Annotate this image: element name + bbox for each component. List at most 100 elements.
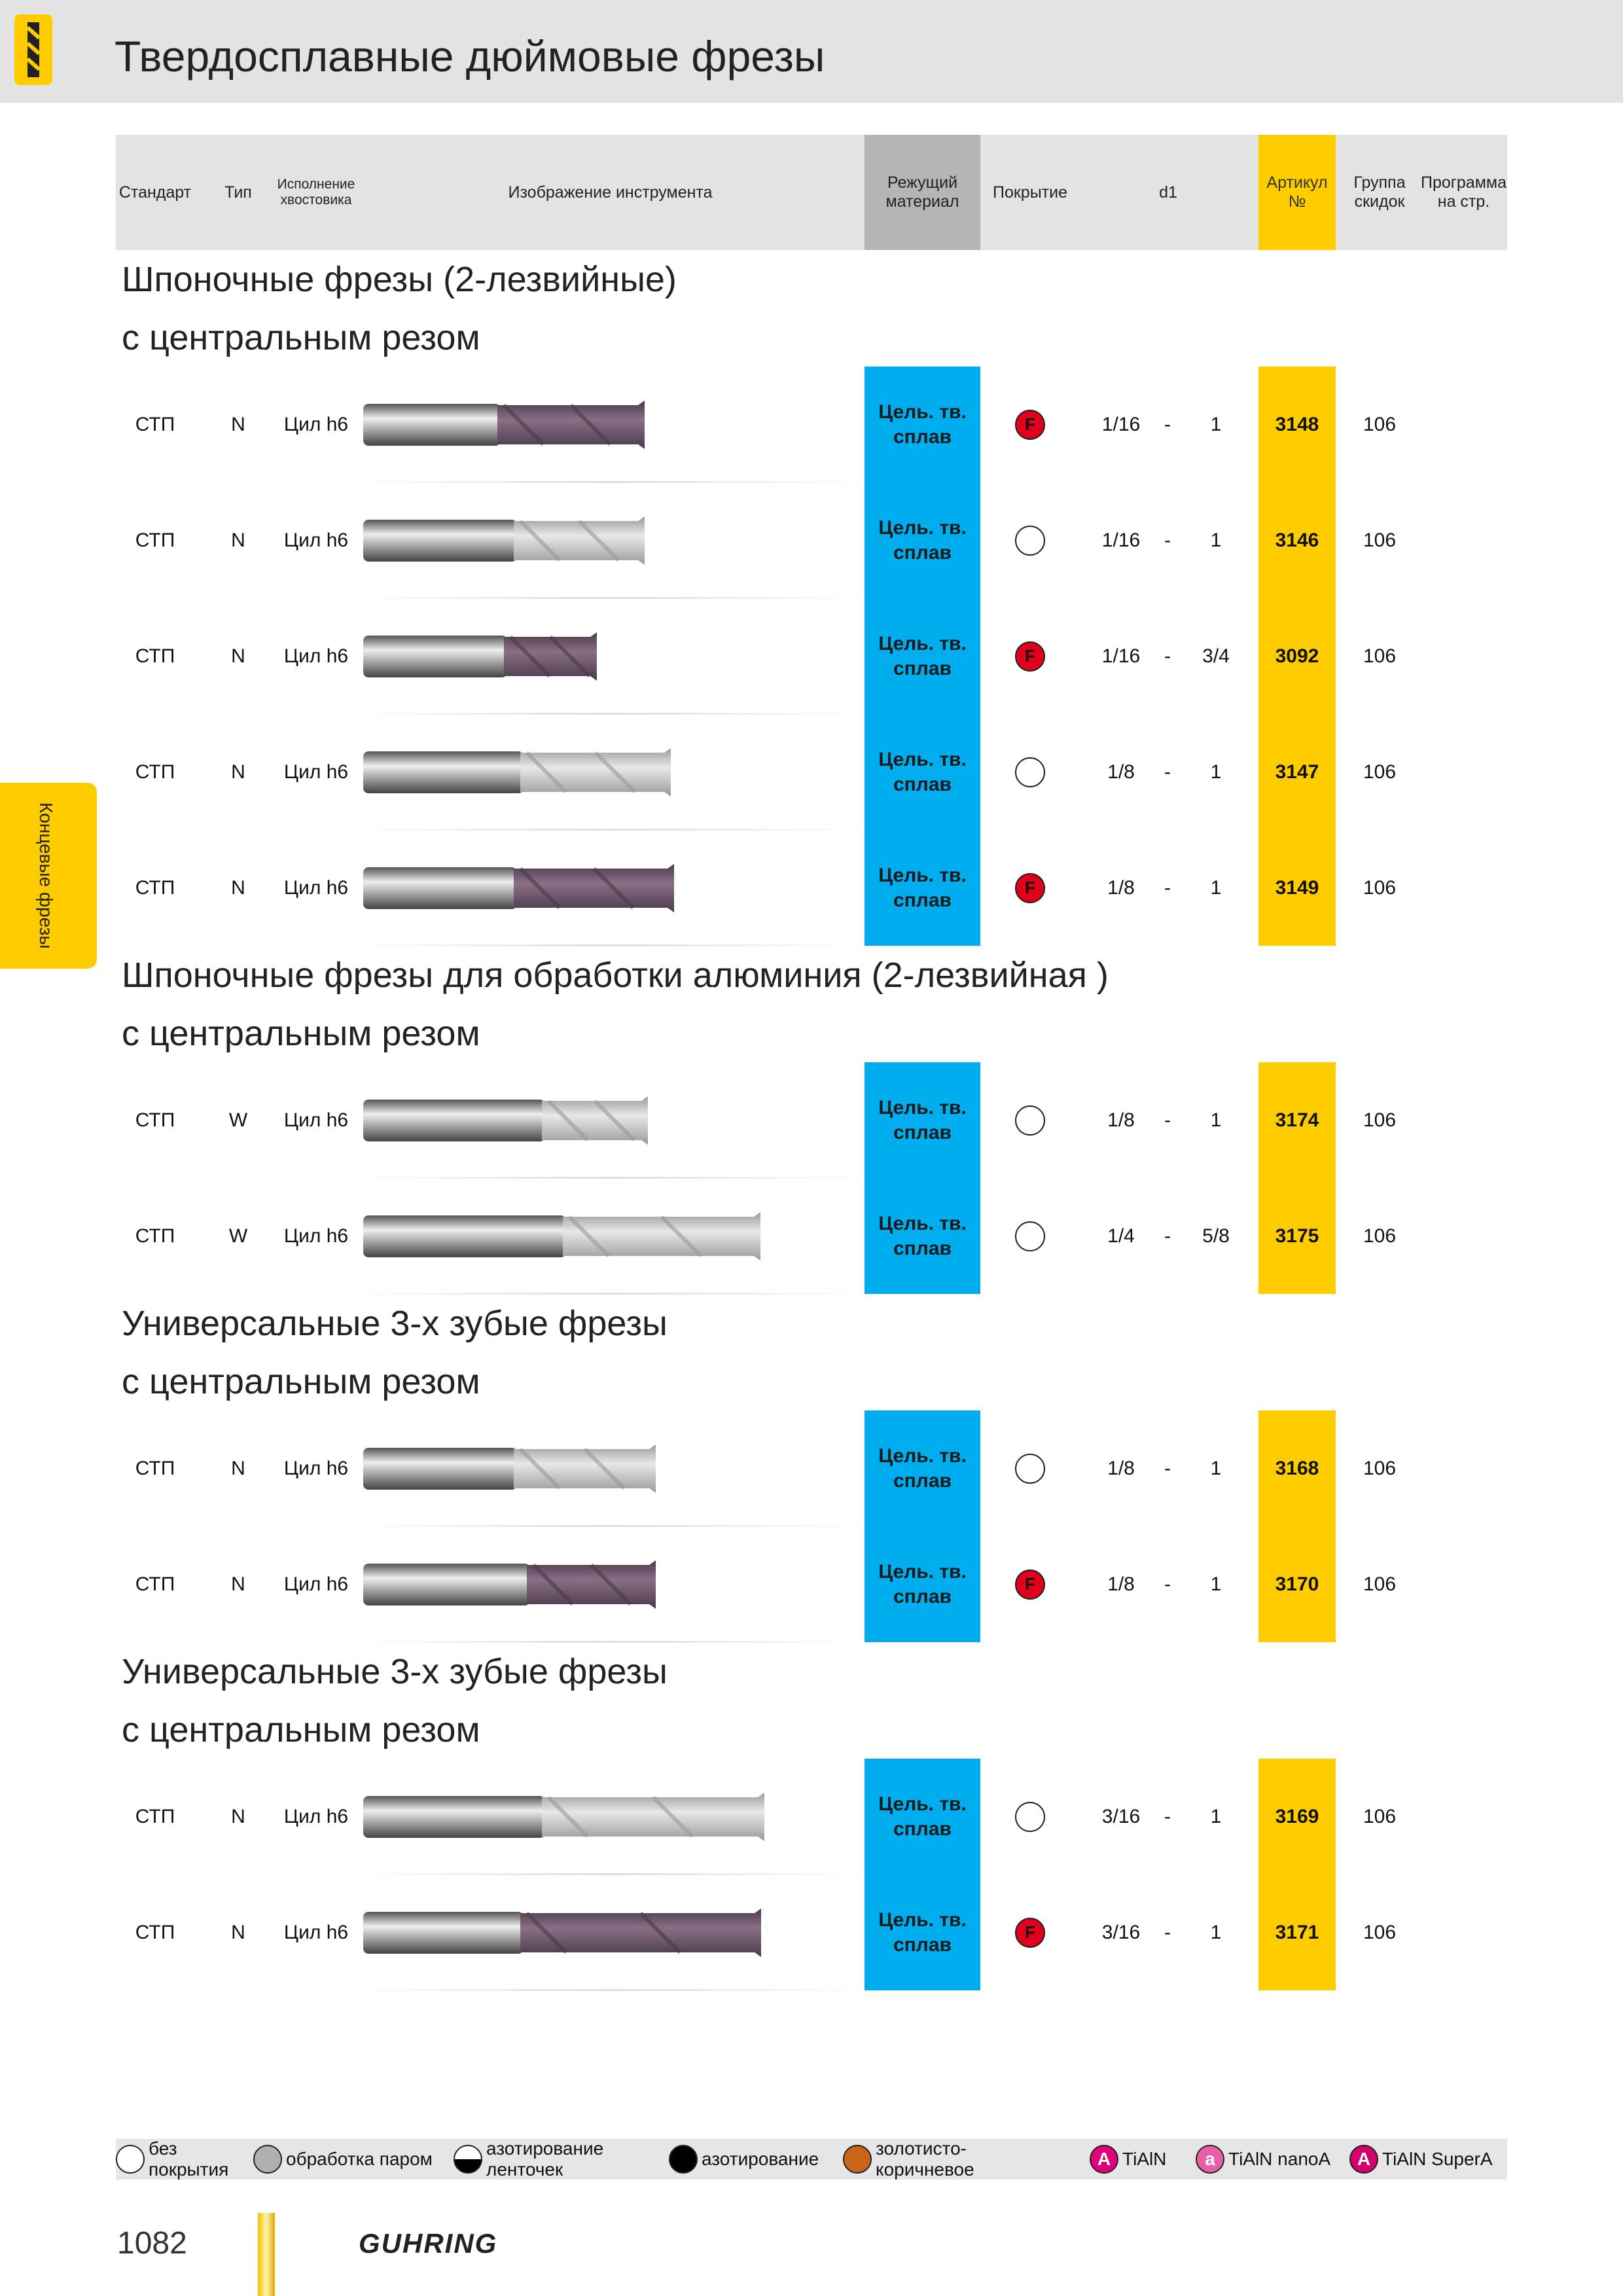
tool-image	[363, 1792, 764, 1841]
legend-icon: a	[1196, 2145, 1224, 2174]
legend-label: TiAlN nanoA	[1228, 2149, 1331, 2169]
section-title: Шпоночные фрезы (2-лезвийные)	[122, 259, 677, 299]
tool-image	[363, 1560, 656, 1609]
coating-icon: F	[1015, 409, 1045, 440]
material: Цель. тв. сплав	[878, 1096, 967, 1143]
group: 106	[1363, 529, 1397, 551]
coating-icon	[1015, 525, 1045, 556]
material: Цель. тв. сплав	[878, 1793, 967, 1840]
material-bg	[865, 714, 980, 830]
article-bg	[1258, 1410, 1336, 1526]
legend-icon: A	[1349, 2145, 1378, 2174]
legend-icon	[253, 2145, 282, 2174]
type: N	[231, 1921, 245, 1943]
d1-to: 1	[1210, 1457, 1222, 1479]
d1-from: 1/8	[1107, 761, 1135, 783]
sep: -	[1164, 1805, 1171, 1827]
legend-icon	[843, 2145, 872, 2174]
d1-to: 5/8	[1202, 1225, 1230, 1247]
sep: -	[1164, 1573, 1171, 1595]
article: 3169	[1275, 1805, 1319, 1827]
article-bg	[1258, 1062, 1336, 1178]
coating-icon: F	[1015, 1917, 1045, 1948]
article: 3149	[1275, 876, 1319, 899]
section-title: Шпоночные фрезы для обработки алюминия (…	[122, 955, 1109, 995]
shank: Цил h6	[283, 1109, 349, 1131]
side-tab	[0, 783, 97, 969]
material-bg	[865, 1759, 980, 1874]
shank: Цил h6	[283, 1921, 349, 1943]
tool-image	[363, 1908, 761, 1957]
shank: Цил h6	[283, 1225, 349, 1247]
material-bg	[865, 367, 980, 482]
d1-from: 1/16	[1101, 645, 1141, 667]
coating-icon	[1015, 1105, 1045, 1136]
drill-icon	[26, 22, 41, 77]
footer-stripe	[258, 2213, 275, 2296]
d1-to: 1	[1210, 1573, 1222, 1595]
d1-to: 3/4	[1202, 645, 1230, 667]
material-header-bg	[865, 135, 980, 250]
type: N	[231, 876, 245, 899]
row-separator	[353, 481, 864, 483]
type: W	[228, 1109, 248, 1131]
material-bg	[865, 1410, 980, 1526]
sep: -	[1164, 413, 1171, 435]
sep: -	[1164, 761, 1171, 783]
article: 3171	[1275, 1921, 1319, 1943]
d1-to: 1	[1210, 761, 1222, 783]
type: N	[231, 645, 245, 667]
article: 3174	[1275, 1109, 1319, 1131]
column-header: Группа скидок	[1353, 173, 1406, 211]
column-header: Покрытие	[992, 183, 1067, 202]
material-bg	[865, 482, 980, 598]
shank: Цил h6	[283, 1457, 349, 1479]
material: Цель. тв. сплав	[878, 864, 967, 911]
d1-from: 1/8	[1107, 1109, 1135, 1131]
material-bg	[865, 1062, 980, 1178]
d1-to: 1	[1210, 1109, 1222, 1131]
standard: СТП	[135, 529, 175, 551]
standard: СТП	[135, 1109, 175, 1131]
material: Цель. тв. сплав	[878, 1560, 967, 1607]
coating-icon: F	[1015, 641, 1045, 672]
section-title: с центральным резом	[122, 1710, 480, 1749]
article-bg	[1258, 830, 1336, 946]
material-bg	[865, 830, 980, 946]
material: Цель. тв. сплав	[878, 1212, 967, 1259]
footer-page: 1082	[117, 2226, 187, 2261]
article: 3148	[1275, 413, 1319, 435]
shank: Цил h6	[283, 1805, 349, 1827]
sep: -	[1164, 1921, 1171, 1943]
tool-image	[363, 1444, 656, 1493]
column-header: Изображение инструмента	[508, 183, 713, 202]
shank: Цил h6	[283, 1573, 349, 1595]
group: 106	[1363, 876, 1397, 899]
type: N	[231, 1457, 245, 1479]
standard: СТП	[135, 1921, 175, 1943]
material: Цель. тв. сплав	[878, 401, 967, 448]
article-bg	[1258, 1178, 1336, 1294]
row-separator	[353, 829, 864, 831]
row-separator	[353, 713, 864, 715]
group: 106	[1363, 1921, 1397, 1943]
legend-label: обработка паром	[286, 2149, 433, 2169]
material: Цель. тв. сплав	[878, 632, 967, 679]
section-title: Универсальные 3-х зубые фрезы	[122, 1303, 668, 1343]
article: 3170	[1275, 1573, 1319, 1595]
d1-from: 3/16	[1101, 1921, 1141, 1943]
d1-from: 3/16	[1101, 1805, 1141, 1827]
material: Цель. тв. сплав	[878, 748, 967, 795]
group: 106	[1363, 1573, 1397, 1595]
material-bg	[865, 1526, 980, 1642]
coating-icon	[1015, 1801, 1045, 1832]
d1-from: 1/8	[1107, 1573, 1135, 1595]
tool-image	[363, 747, 671, 797]
section-title: с центральным резом	[122, 317, 480, 357]
article: 3146	[1275, 529, 1319, 551]
sep: -	[1164, 876, 1171, 899]
row-separator	[353, 1525, 864, 1527]
header-bar	[0, 0, 1623, 103]
type: W	[228, 1225, 248, 1247]
